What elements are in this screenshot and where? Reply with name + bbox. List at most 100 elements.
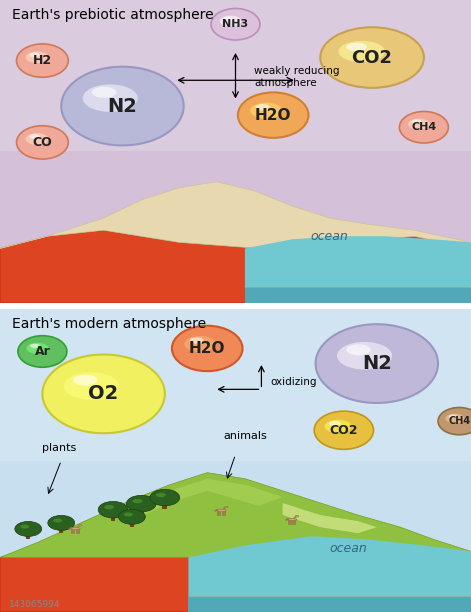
- Text: CH4: CH4: [448, 416, 470, 426]
- Ellipse shape: [25, 133, 49, 145]
- Text: CO: CO: [32, 136, 52, 149]
- Text: H2: H2: [33, 54, 52, 67]
- Text: Earth's modern atmosphere: Earth's modern atmosphere: [12, 316, 206, 330]
- Ellipse shape: [16, 125, 68, 159]
- Ellipse shape: [255, 104, 269, 110]
- Ellipse shape: [64, 372, 119, 400]
- Ellipse shape: [48, 515, 74, 531]
- Polygon shape: [130, 521, 134, 527]
- Ellipse shape: [42, 354, 165, 433]
- Ellipse shape: [314, 411, 374, 449]
- Ellipse shape: [29, 134, 40, 139]
- Polygon shape: [0, 472, 471, 558]
- Polygon shape: [0, 230, 471, 303]
- Ellipse shape: [449, 414, 457, 418]
- Polygon shape: [139, 508, 144, 515]
- Text: oxidizing: oxidizing: [271, 377, 317, 387]
- Ellipse shape: [18, 336, 67, 367]
- Ellipse shape: [16, 44, 68, 77]
- Ellipse shape: [79, 524, 82, 526]
- Ellipse shape: [211, 9, 260, 40]
- Ellipse shape: [83, 84, 138, 112]
- Text: ocean: ocean: [311, 230, 349, 243]
- Ellipse shape: [26, 343, 49, 354]
- Ellipse shape: [189, 337, 203, 344]
- Text: animals: animals: [223, 431, 267, 441]
- Ellipse shape: [104, 505, 114, 509]
- Polygon shape: [283, 503, 377, 533]
- Ellipse shape: [250, 103, 282, 119]
- Text: CO2: CO2: [351, 48, 393, 67]
- Text: NH3: NH3: [222, 19, 249, 29]
- Ellipse shape: [399, 111, 448, 143]
- Polygon shape: [0, 182, 471, 248]
- Polygon shape: [0, 309, 471, 612]
- Ellipse shape: [73, 375, 97, 386]
- Polygon shape: [59, 527, 64, 533]
- Ellipse shape: [320, 28, 424, 88]
- Ellipse shape: [217, 509, 226, 512]
- Ellipse shape: [53, 518, 62, 523]
- Ellipse shape: [438, 408, 471, 435]
- Text: H2O: H2O: [189, 341, 226, 356]
- Ellipse shape: [29, 53, 40, 57]
- Ellipse shape: [219, 15, 242, 26]
- Polygon shape: [245, 236, 471, 288]
- Ellipse shape: [223, 17, 233, 21]
- Ellipse shape: [295, 515, 299, 517]
- Ellipse shape: [338, 41, 385, 62]
- Polygon shape: [188, 597, 471, 612]
- Polygon shape: [0, 0, 471, 303]
- Ellipse shape: [346, 43, 367, 51]
- Ellipse shape: [132, 499, 142, 503]
- Text: ocean: ocean: [330, 542, 367, 555]
- Ellipse shape: [30, 344, 40, 348]
- Ellipse shape: [184, 336, 216, 352]
- Ellipse shape: [172, 326, 243, 371]
- Ellipse shape: [408, 119, 430, 130]
- Polygon shape: [0, 539, 471, 612]
- Ellipse shape: [92, 87, 116, 98]
- Ellipse shape: [71, 528, 80, 530]
- Ellipse shape: [25, 51, 49, 63]
- Text: O2: O2: [89, 384, 119, 403]
- Text: N2: N2: [107, 97, 138, 116]
- Ellipse shape: [325, 420, 351, 433]
- Polygon shape: [0, 309, 471, 460]
- Polygon shape: [132, 479, 283, 521]
- Ellipse shape: [316, 324, 438, 403]
- Ellipse shape: [15, 521, 41, 536]
- Text: Ar: Ar: [34, 345, 50, 358]
- Ellipse shape: [98, 501, 128, 518]
- Ellipse shape: [61, 67, 184, 146]
- Ellipse shape: [150, 489, 180, 506]
- Polygon shape: [162, 502, 167, 509]
- Ellipse shape: [156, 493, 166, 497]
- Polygon shape: [245, 288, 471, 303]
- Ellipse shape: [412, 119, 422, 124]
- Ellipse shape: [446, 414, 464, 423]
- Text: N2: N2: [362, 354, 392, 373]
- Text: plants: plants: [42, 444, 77, 453]
- Text: CO2: CO2: [330, 424, 358, 437]
- Ellipse shape: [126, 495, 156, 512]
- Ellipse shape: [287, 518, 297, 521]
- Polygon shape: [188, 536, 471, 597]
- Polygon shape: [0, 0, 471, 152]
- Polygon shape: [77, 526, 80, 528]
- Ellipse shape: [238, 92, 309, 138]
- Polygon shape: [111, 514, 115, 521]
- Polygon shape: [293, 517, 296, 519]
- Text: weakly reducing
atmosphere: weakly reducing atmosphere: [254, 67, 340, 88]
- Text: Earth's prebiotic atmosphere: Earth's prebiotic atmosphere: [12, 7, 213, 21]
- Ellipse shape: [337, 342, 392, 370]
- Text: 143065994: 143065994: [9, 600, 61, 609]
- Ellipse shape: [20, 524, 29, 529]
- Ellipse shape: [119, 509, 145, 524]
- Text: H2O: H2O: [255, 108, 292, 122]
- Ellipse shape: [225, 506, 228, 508]
- Polygon shape: [223, 507, 226, 510]
- Text: CH4: CH4: [411, 122, 437, 132]
- Polygon shape: [26, 533, 31, 539]
- Ellipse shape: [329, 421, 341, 426]
